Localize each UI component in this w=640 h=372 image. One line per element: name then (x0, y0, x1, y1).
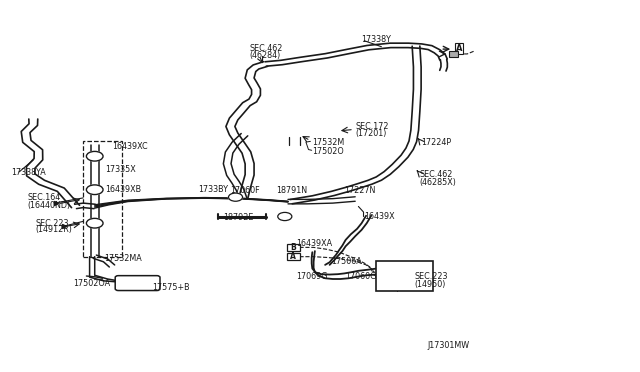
Circle shape (228, 193, 243, 201)
FancyBboxPatch shape (115, 276, 160, 291)
Text: J17301MW: J17301MW (428, 341, 470, 350)
Circle shape (86, 151, 103, 161)
Text: 17532M: 17532M (312, 138, 344, 147)
Bar (449, 51, 458, 57)
Bar (376, 261, 433, 291)
Circle shape (86, 185, 103, 195)
Text: SEC.462: SEC.462 (250, 44, 283, 53)
Text: 16439XC: 16439XC (112, 142, 148, 151)
Text: 17069G: 17069G (296, 272, 328, 281)
Text: (46285X): (46285X) (420, 178, 457, 187)
Text: (16440ND): (16440ND) (28, 201, 70, 210)
Text: 17338YA: 17338YA (12, 169, 46, 177)
Text: 1733BY: 1733BY (198, 185, 228, 194)
Text: SEC.223: SEC.223 (35, 219, 68, 228)
Text: 17060G: 17060G (346, 272, 377, 281)
Text: (17201): (17201) (355, 129, 387, 138)
Text: 17227N: 17227N (344, 186, 375, 195)
Text: 17506A: 17506A (331, 257, 362, 266)
Text: A: A (290, 252, 296, 261)
Circle shape (86, 218, 103, 228)
Text: B: B (291, 243, 296, 252)
Text: 17575+B: 17575+B (152, 283, 190, 292)
Text: (14950): (14950) (415, 280, 446, 289)
Text: 17338Y: 17338Y (362, 35, 392, 44)
Text: 16439XA: 16439XA (296, 239, 332, 248)
Circle shape (278, 212, 292, 221)
Text: A: A (456, 44, 462, 53)
Bar (287, 253, 300, 260)
Text: 17335X: 17335X (106, 165, 136, 174)
Text: 17060F: 17060F (230, 186, 260, 195)
Text: (14912R): (14912R) (35, 225, 72, 234)
Text: 16439X: 16439X (364, 212, 395, 221)
Text: 17224P: 17224P (421, 138, 451, 147)
Text: 17502OA: 17502OA (74, 279, 111, 288)
Bar (83, 141, 122, 257)
Text: 16439XB: 16439XB (106, 185, 141, 194)
Text: (46284): (46284) (250, 51, 281, 60)
Text: SEC.462: SEC.462 (420, 170, 453, 179)
Text: 17532MA: 17532MA (104, 254, 142, 263)
Text: 18792E: 18792E (223, 213, 253, 222)
Text: SEC.172: SEC.172 (355, 122, 388, 131)
Text: SEC.223: SEC.223 (415, 272, 448, 281)
Text: 18791N: 18791N (276, 186, 308, 195)
Bar (287, 244, 300, 251)
Text: SEC.164: SEC.164 (28, 193, 61, 202)
Text: 17502O: 17502O (312, 147, 344, 155)
